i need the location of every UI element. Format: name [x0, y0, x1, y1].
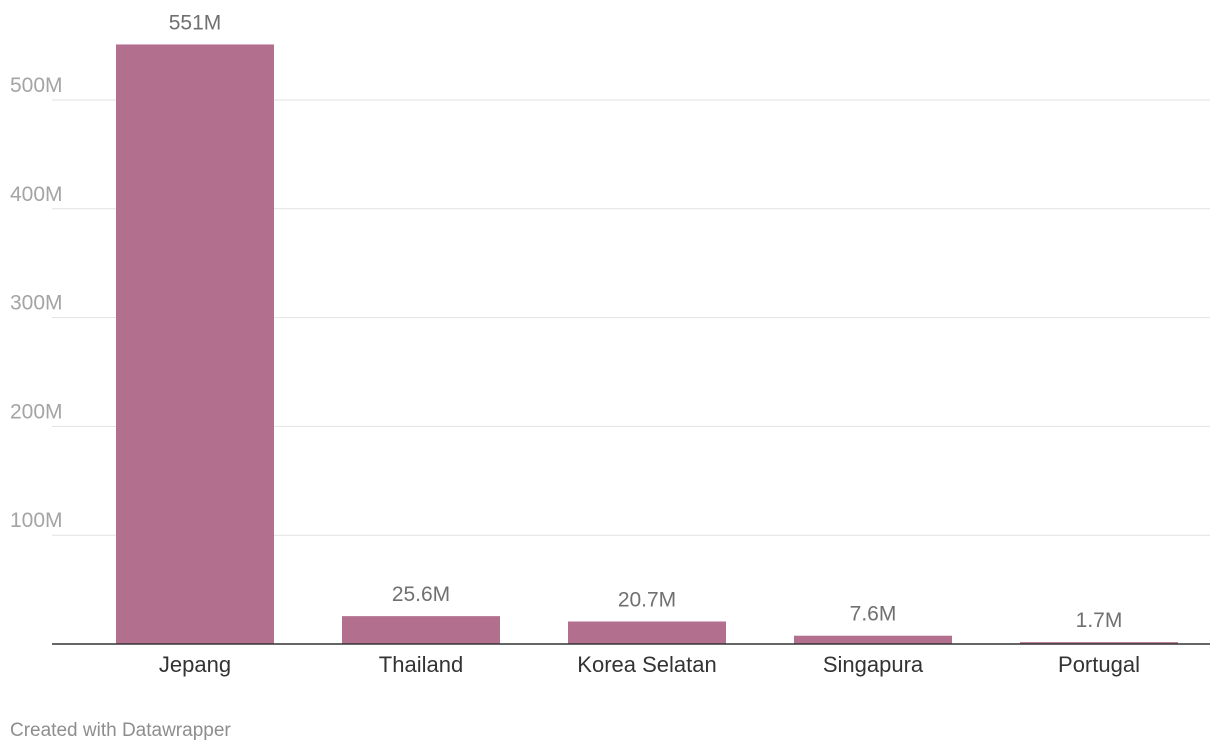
bar — [342, 616, 500, 644]
bar — [568, 621, 726, 644]
y-tick-label: 200M — [10, 400, 63, 423]
value-label: 1.7M — [1076, 609, 1123, 632]
x-tick-label: Singapura — [823, 652, 924, 677]
x-tick-label: Jepang — [159, 652, 231, 677]
x-tick-label: Portugal — [1058, 652, 1140, 677]
y-tick-label: 100M — [10, 509, 63, 532]
y-tick-label: 400M — [10, 183, 63, 206]
value-labels: 551M 25.6M 20.7M 7.6M 1.7M — [169, 11, 1123, 632]
x-tick-label: Korea Selatan — [577, 652, 716, 677]
bar — [794, 635, 952, 644]
x-axis: Jepang Thailand Korea Selatan Singapura Port… — [159, 652, 1140, 677]
bars — [116, 44, 1178, 644]
value-label: 551M — [169, 11, 222, 34]
bar — [1020, 642, 1178, 644]
x-tick-label: Thailand — [379, 652, 463, 677]
value-label: 7.6M — [850, 603, 897, 626]
y-tick-label: 500M — [10, 74, 63, 97]
y-axis: 100M 200M 300M 400M 500M — [10, 74, 63, 532]
bar — [116, 44, 274, 644]
footer-credit: Created with Datawrapper — [10, 720, 231, 741]
y-tick-label: 300M — [10, 292, 63, 315]
value-label: 25.6M — [392, 583, 450, 606]
value-label: 20.7M — [618, 588, 676, 611]
